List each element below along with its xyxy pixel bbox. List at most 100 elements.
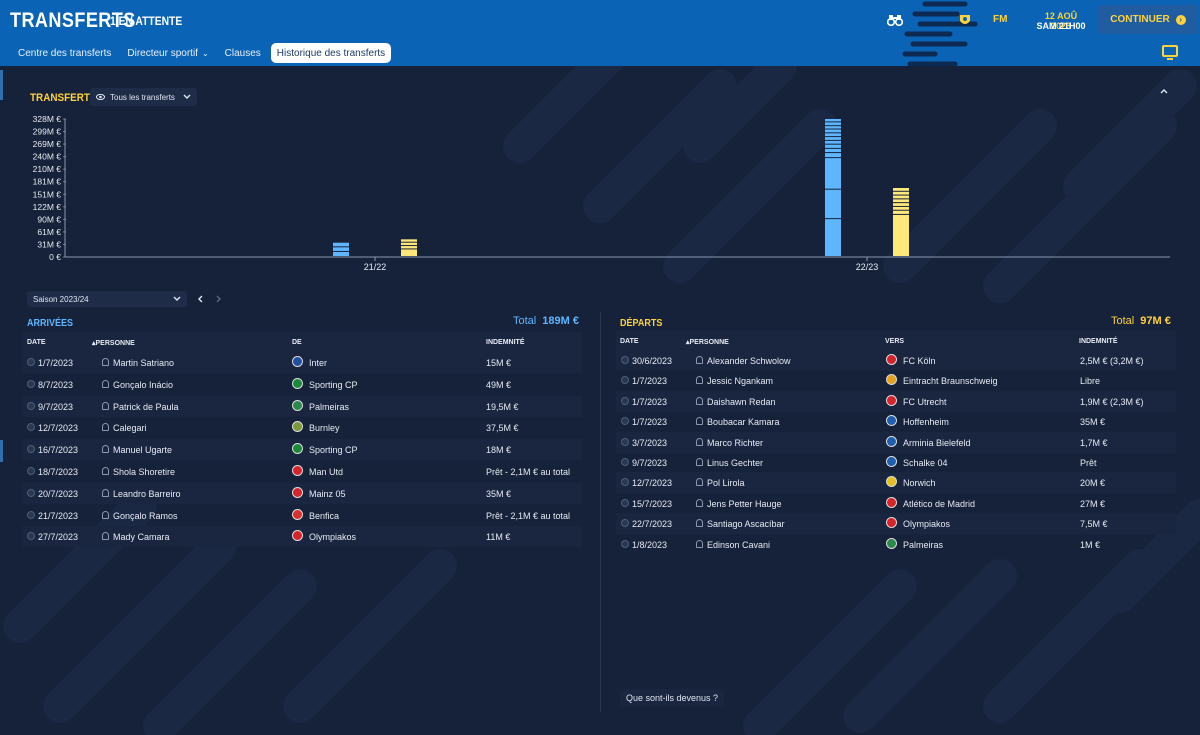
row-club[interactable]: Hoffenheim	[903, 417, 949, 428]
table-row[interactable]: 9/7/2023 Patrick de Paula Palmeiras 19,5M €	[22, 395, 582, 417]
row-club[interactable]: Olympiakos	[309, 532, 357, 543]
season-dropdown[interactable]: Saison 2023/24	[27, 291, 187, 307]
row-fee: 49M €	[486, 379, 512, 390]
row-club[interactable]: Mainz 05	[309, 488, 346, 499]
table-row[interactable]: 9/7/2023 Linus Gechter Schalke 04 Prêt	[616, 452, 1176, 473]
table-row[interactable]: 1/7/2023 Martin Satriano Inter 15M €	[22, 352, 582, 373]
row-person[interactable]: Linus Gechter	[707, 458, 764, 468]
row-club[interactable]: Palmeiras	[309, 401, 350, 412]
row-club[interactable]: FC Utrecht	[903, 396, 947, 407]
row-fee: 1,9M € (2,3M €)	[1080, 396, 1144, 407]
row-club[interactable]: Burnley	[309, 423, 340, 434]
transfer-filter-dropdown[interactable]: Tous les transferts	[90, 88, 197, 106]
row-fee: 27M €	[1080, 498, 1106, 509]
table-row[interactable]: 21/7/2023 Gonçalo Ramos Benfica Prêt - 2,1M…	[22, 505, 582, 526]
row-person[interactable]: Shola Shoretire	[113, 467, 176, 477]
club-crest-icon[interactable]	[956, 12, 974, 28]
pending-status[interactable]: 1 EN ATTENTE	[110, 14, 183, 28]
previous-season-button[interactable]	[192, 291, 208, 307]
table-row[interactable]: 1/7/2023 Daishawn Redan FC Utrecht 1,9M € (…	[616, 390, 1176, 412]
row-club[interactable]: Arminia Bielefeld	[903, 437, 971, 448]
table-row[interactable]: 3/7/2023 Marco Richter Arminia Bielefeld 1,…	[616, 431, 1176, 453]
chevron-up-icon[interactable]	[1160, 86, 1168, 97]
row-person[interactable]: Calegari	[113, 423, 147, 434]
nav-tab[interactable]: Historique des transferts	[270, 43, 392, 63]
table-row[interactable]: 12/7/2023 Calegari Burnley 37,5M €	[22, 417, 582, 438]
row-person[interactable]: Patrick de Paula	[113, 401, 179, 412]
divider	[600, 312, 601, 712]
nav-tab[interactable]: Directeur sportif ⌄	[121, 43, 214, 63]
next-season-button[interactable]	[211, 291, 227, 307]
row-person[interactable]: Martin Satriano	[113, 358, 175, 368]
what-became-of-them-button[interactable]: Que sont-ils devenus ?	[620, 689, 724, 707]
row-date: 21/7/2023	[38, 510, 79, 521]
person-icon	[696, 458, 703, 466]
table-row[interactable]: 12/7/2023 Pol Lirola Norwich 20M €	[616, 472, 1176, 494]
tv-icon[interactable]	[1162, 45, 1178, 60]
row-person[interactable]: Boubacar Kamara	[707, 417, 780, 428]
row-club[interactable]: Norwich	[903, 478, 936, 489]
table-row[interactable]: 16/7/2023 Manuel Ugarte Sporting CP 18M €	[22, 439, 582, 461]
col-from[interactable]: DE	[292, 339, 302, 346]
row-club[interactable]: Atlético de Madrid	[903, 498, 976, 509]
binoculars-icon[interactable]	[886, 12, 904, 28]
nav-tab[interactable]: Centre des transferts	[12, 43, 117, 63]
row-person[interactable]: Edinson Cavani	[707, 539, 771, 550]
col-date[interactable]: DATE	[620, 338, 639, 345]
col-person[interactable]: ▴PERSONNE	[92, 340, 135, 347]
row-club[interactable]: Eintracht Braunschweig	[903, 376, 998, 387]
club-crest-icon	[292, 508, 303, 520]
row-club[interactable]: Schalke 04	[903, 458, 948, 468]
row-date: 9/7/2023	[632, 458, 668, 468]
table-row[interactable]: 1/8/2023 Edinson Cavani Palmeiras 1M €	[616, 534, 1176, 555]
table-row[interactable]: 22/7/2023 Santiago Ascacíbar Olympiakos 7,5…	[616, 513, 1176, 535]
row-club[interactable]: Benfica	[309, 510, 340, 521]
col-date[interactable]: DATE	[27, 339, 46, 346]
row-person[interactable]: Manuel Ugarte	[113, 445, 173, 456]
col-fee[interactable]: INDEMNITÉ	[486, 339, 525, 346]
row-club[interactable]: Sporting CP	[309, 445, 358, 456]
row-club[interactable]: FC Köln	[903, 356, 936, 366]
table-row[interactable]: 1/7/2023 Jessic Ngankam Eintracht Braunsch…	[616, 370, 1176, 391]
nav-tab[interactable]: Clauses	[219, 43, 267, 63]
table-row[interactable]: 20/7/2023 Leandro Barreiro Mainz 05 35M €	[22, 482, 582, 504]
row-club[interactable]: Palmeiras	[903, 539, 944, 550]
y-tick-label: 299M €	[33, 127, 62, 137]
table-row[interactable]: 27/7/2023 Mady Camara Olympiakos 11M €	[22, 526, 582, 548]
row-person[interactable]: Mady Camara	[113, 532, 170, 543]
club-crest-icon	[886, 456, 897, 467]
table-row[interactable]: 8/7/2023 Gonçalo Inácio Sporting CP 49M €	[22, 374, 582, 395]
row-club[interactable]: Inter	[309, 358, 328, 368]
row-person[interactable]: Pol Lirola	[707, 478, 745, 489]
row-date: 1/7/2023	[632, 396, 668, 407]
row-date: 3/7/2023	[632, 437, 668, 448]
row-club[interactable]: Olympiakos	[903, 519, 951, 530]
row-person[interactable]: Daishawn Redan	[707, 396, 776, 407]
row-club[interactable]: Man Utd	[309, 467, 344, 477]
continue-button[interactable]: CONTINUER ›	[1098, 5, 1198, 34]
row-person[interactable]: Alexander Schwolow	[707, 356, 791, 366]
bar-segment	[825, 133, 841, 137]
row-person[interactable]: Santiago Ascacíbar	[707, 519, 785, 530]
col-to[interactable]: VERS	[885, 338, 905, 345]
row-club[interactable]: Sporting CP	[309, 379, 358, 390]
row-person[interactable]: Gonçalo Ramos	[113, 510, 178, 521]
col-fee[interactable]: INDEMNITÉ	[1079, 338, 1118, 345]
table-row[interactable]: 18/7/2023 Shola Shoretire Man Utd Prêt - 2,…	[22, 461, 582, 482]
row-person[interactable]: Jens Petter Hauge	[707, 498, 782, 509]
status-dot-icon	[27, 423, 35, 432]
bar-segment	[825, 126, 841, 129]
row-person[interactable]: Gonçalo Inácio	[113, 379, 174, 390]
table-row[interactable]: 30/6/2023 Alexander Schwolow FC Köln 2,5M €…	[616, 350, 1176, 371]
row-person[interactable]: Marco Richter	[707, 437, 764, 448]
row-person[interactable]: Leandro Barreiro	[113, 488, 181, 499]
row-person[interactable]: Jessic Ngankam	[707, 376, 774, 387]
bar-segment	[333, 247, 349, 251]
col-person[interactable]: ▴PERSONNE	[686, 339, 729, 346]
table-row[interactable]: 15/7/2023 Jens Petter Hauge Atlético de Ma…	[616, 493, 1176, 514]
bar-segment	[401, 239, 417, 242]
person-icon	[696, 539, 703, 548]
fm-logo[interactable]: FM	[993, 14, 1008, 25]
club-crest-icon	[886, 517, 897, 529]
table-row[interactable]: 1/7/2023 Boubacar Kamara Hoffenheim 35M €	[616, 411, 1176, 432]
